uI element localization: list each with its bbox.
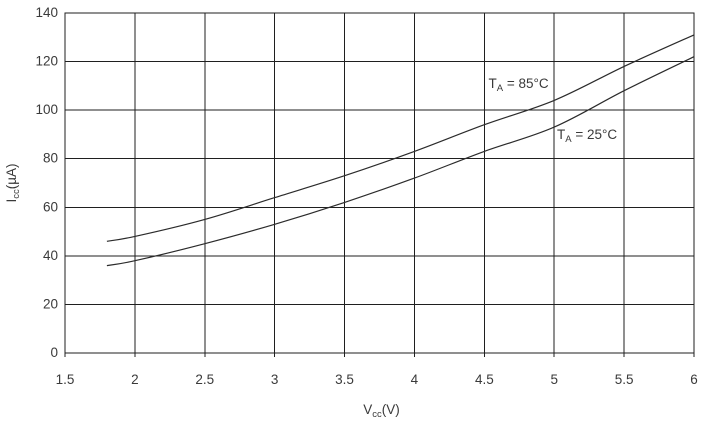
y-tick-label: 0	[50, 345, 58, 360]
y-tick-label: 40	[43, 248, 58, 263]
y-tick-label: 80	[43, 151, 58, 166]
x-tick-label: 1.5	[56, 372, 75, 387]
x-tick-label: 5	[550, 372, 558, 387]
x-tick-label: 4.5	[475, 372, 494, 387]
series-curve-1	[106, 56, 695, 267]
y-tick-label: 60	[43, 199, 58, 214]
x-tick-label: 2.5	[195, 372, 214, 387]
x-tick-label: 3	[271, 372, 279, 387]
x-tick-label: 5.5	[615, 372, 634, 387]
series-curve-0	[106, 34, 695, 242]
y-tick-label: 120	[35, 54, 58, 69]
x-tick-label: 4	[411, 372, 419, 387]
series-annotation-1: TA = 25°C	[557, 127, 617, 145]
y-tick-label: 140	[35, 5, 58, 20]
plot-frame	[64, 12, 695, 354]
y-tick-label: 100	[35, 102, 58, 117]
y-tick-label: 20	[43, 296, 58, 311]
series-annotation-0: TA = 85°C	[489, 76, 549, 94]
x-tick-label: 6	[690, 372, 698, 387]
x-tick-label: 3.5	[335, 372, 354, 387]
x-axis-label: Vcc(V)	[363, 402, 400, 420]
y-axis-label: Icc(µA)	[4, 163, 22, 202]
x-tick-label: 2	[131, 372, 139, 387]
